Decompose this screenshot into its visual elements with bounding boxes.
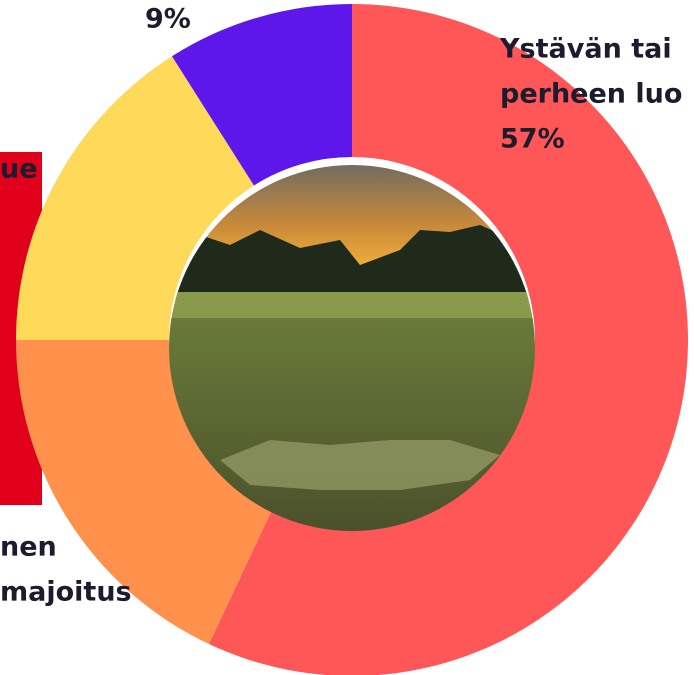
- segment-label: majoitus: [0, 577, 132, 608]
- chart: Ystävän tai perheen luo 57% nen majoitus ue 9%: [0, 0, 694, 675]
- segment-label: perheen luo: [500, 79, 682, 110]
- value-label: 9%: [145, 4, 191, 35]
- page: Ystävän tai perheen luo 57% nen majoitus ue 9%…: [0, 0, 694, 675]
- value-label: 57%: [500, 124, 565, 155]
- segment-label: ue: [0, 154, 38, 185]
- segment-label: Ystävän tai: [499, 34, 672, 65]
- segment-label: nen: [0, 532, 57, 563]
